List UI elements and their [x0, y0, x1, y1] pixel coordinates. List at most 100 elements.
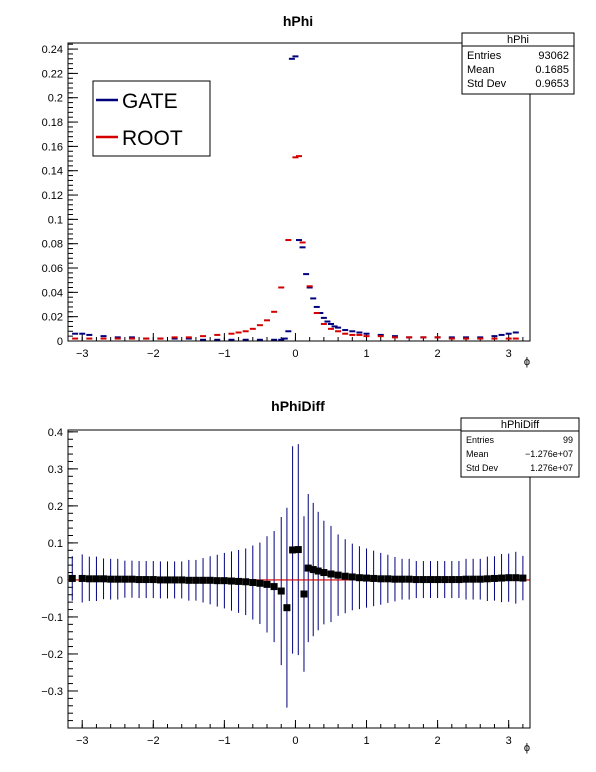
bottom-stats-title: hPhiDiff	[501, 419, 540, 431]
chart0-ytick-label-9: 0.18	[42, 117, 63, 129]
bottom-stats-value-stddev: 1.276e+07	[530, 463, 573, 473]
diff-point-10	[142, 576, 150, 584]
diff-point-5	[107, 575, 115, 583]
chart0-ytick-label-1: 0.02	[42, 312, 63, 324]
chart1-xtick-label-5: 2	[435, 735, 441, 747]
chart0-xtick-label-0: −3	[76, 348, 89, 360]
diff-point-63	[505, 574, 513, 582]
top-tick-group: −3 −2 −1 0 1 2 3 0 0.02 0.04 0.06 0.08 0.1 0.12 0.14 0.…	[42, 43, 524, 360]
diff-point-22	[227, 577, 235, 585]
diff-point-11	[149, 576, 157, 584]
diff-point-24	[242, 578, 250, 586]
diff-point-48	[398, 575, 406, 583]
bottom-plot-frame	[67, 429, 531, 729]
diff-point-59	[476, 575, 484, 583]
top-stats-frame	[461, 32, 575, 95]
diff-point-8	[128, 575, 136, 583]
bottom-stats-box: hPhiDiff Entries 99 Mean −1.276e+07 Std …	[460, 417, 580, 478]
legend-frame	[92, 80, 211, 157]
chart0-ytick-label-5: 0.1	[48, 214, 63, 226]
chart1-ytick-label-5: 0.2	[48, 501, 63, 513]
diff-point-51	[419, 576, 427, 584]
top-stats-label-mean: Mean	[467, 64, 495, 76]
chart1-xtick-label-1: −2	[147, 735, 160, 747]
chart1-ytick-label-3: 0	[57, 575, 63, 587]
bottom-stats-frame	[460, 417, 580, 478]
diff-point-17	[192, 576, 200, 584]
chart1-xtick-label-0: −3	[76, 735, 89, 747]
diff-point-16	[185, 576, 193, 584]
diff-point-1	[78, 574, 86, 582]
diff-point-32	[294, 546, 302, 554]
top-stats-label-stddev: Std Dev	[467, 78, 507, 90]
diff-point-62	[498, 574, 506, 582]
diff-point-35	[309, 566, 317, 574]
diff-point-13	[164, 576, 172, 584]
diff-point-65	[519, 574, 527, 582]
top-stats-label-entries: Entries	[467, 50, 502, 62]
bottom-tick-group: −3 −2 −1 0 1 2 3 −0.3 −0.2 −0.1 0 0.1 0.2 0.3 0.4	[41, 427, 524, 747]
diff-point-46	[384, 575, 392, 583]
diff-point-40	[341, 572, 349, 580]
chart1-ytick-label-0: −0.3	[41, 686, 63, 698]
chart0-xtick-label-5: 2	[435, 348, 441, 360]
chart0-xtick-label-3: 0	[292, 348, 298, 360]
diff-point-9	[135, 576, 143, 584]
diff-point-0	[68, 574, 76, 582]
diff-point-44	[370, 574, 378, 582]
diff-point-55	[448, 576, 456, 584]
diff-point-6	[114, 575, 122, 583]
chart0-ytick-label-0: 0	[57, 336, 63, 348]
chart0-ytick-label-2: 0.04	[42, 287, 63, 299]
diff-point-58	[469, 575, 477, 583]
diff-point-33	[300, 590, 308, 598]
chart0-ytick-label-7: 0.14	[42, 166, 63, 178]
chart1-ytick-label-2: −0.1	[41, 612, 63, 624]
chart1-ytick-label-6: 0.3	[48, 464, 63, 476]
diff-point-53	[434, 576, 442, 584]
diff-point-60	[483, 575, 491, 583]
diff-point-3	[92, 575, 100, 583]
diff-point-21	[220, 577, 228, 585]
diff-point-2	[85, 575, 93, 583]
diff-point-7	[121, 575, 129, 583]
top-title: hPhi	[283, 13, 313, 29]
diff-point-56	[455, 576, 463, 584]
top-stats-title: hPhi	[507, 34, 529, 46]
chart1-ytick-label-4: 0.1	[48, 538, 63, 550]
bottom-stats-label-entries: Entries	[466, 435, 495, 445]
diff-point-29	[277, 587, 285, 595]
legend-label-gate: GATE	[122, 90, 178, 113]
bottom-panel: hPhiDiff −3 −2 −1 0 1 2 3 −0.3 −0.2 −0.1 0 0.1 0.2 0.…	[41, 398, 580, 754]
bottom-stats-label-mean: Mean	[466, 449, 489, 459]
diff-point-27	[263, 580, 271, 588]
diff-point-14	[171, 576, 179, 584]
diff-point-39	[334, 571, 342, 579]
diff-point-61	[490, 574, 498, 582]
top-plot-frame	[67, 42, 531, 342]
diff-point-18	[199, 576, 207, 584]
bottom-data-group	[68, 444, 530, 708]
diff-point-25	[249, 579, 257, 587]
chart0-ytick-label-3: 0.06	[42, 263, 63, 275]
bottom-xlabel: ϕ	[524, 742, 530, 754]
diff-point-43	[363, 574, 371, 582]
chart0-ytick-label-11: 0.22	[42, 68, 63, 80]
top-data-group	[72, 55, 519, 341]
diff-point-4	[100, 575, 108, 583]
diff-point-31	[289, 546, 297, 554]
chart0-xtick-label-1: −2	[147, 348, 160, 360]
diff-point-47	[391, 575, 399, 583]
diff-point-57	[462, 575, 470, 583]
bottom-stats-value-entries: 99	[563, 435, 573, 445]
chart1-xtick-label-6: 3	[506, 735, 512, 747]
legend-label-root: ROOT	[122, 127, 183, 150]
diff-point-52	[426, 576, 434, 584]
chart0-xtick-label-4: 1	[363, 348, 369, 360]
diff-point-19	[206, 576, 214, 584]
bottom-title: hPhiDiff	[271, 398, 325, 414]
chart1-xtick-label-2: −1	[218, 735, 231, 747]
chart1-xtick-label-4: 1	[363, 735, 369, 747]
top-stats-value-stddev: 0.9653	[535, 78, 569, 90]
